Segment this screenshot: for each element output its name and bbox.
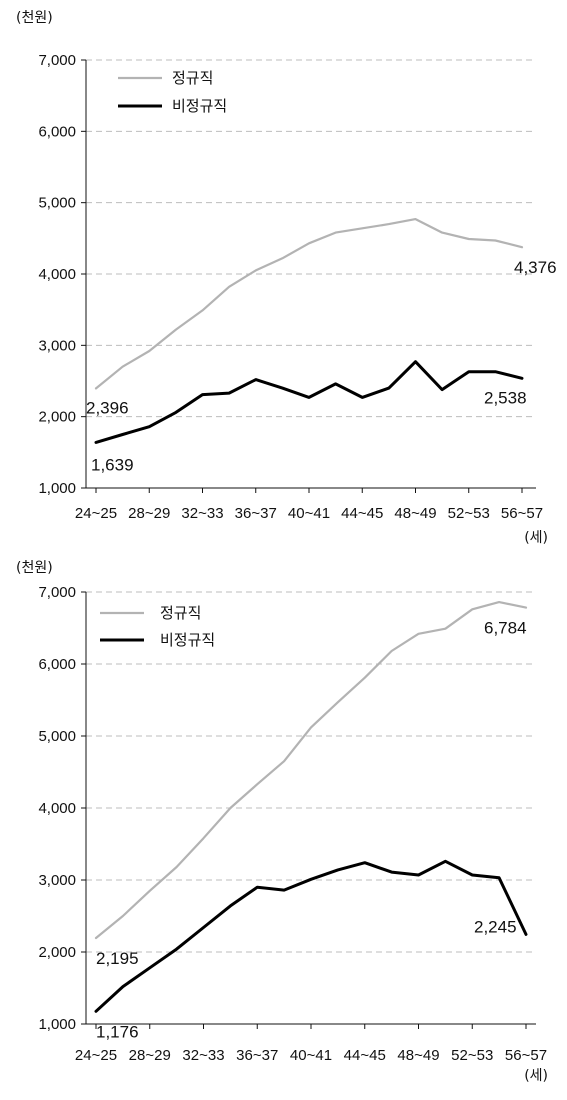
y-axis-unit-label: (천원)	[16, 560, 53, 576]
x-tick-label: 52~53	[451, 1047, 493, 1064]
y-tick-label: 5,000	[38, 728, 76, 745]
y-tick-label: 4,000	[38, 800, 76, 817]
data-label: 1,639	[91, 455, 134, 474]
data-label: 2,396	[86, 398, 129, 417]
y-tick-label: 2,000	[38, 944, 76, 961]
chart-1: (천원) 1,000 2,000 3,000 4,000 5,000 6,000 7,000 2…	[16, 10, 557, 546]
chart-2: (천원) 1,000 2,000 3,000 4,000 5,000 6,000 7,000 2…	[16, 560, 548, 1084]
x-tick-label: 56~57	[501, 505, 543, 522]
y-axis-unit-label: (천원)	[16, 10, 53, 26]
series-line-nonregular	[94, 859, 528, 1013]
legend-label: 정규직	[172, 69, 213, 87]
x-tick-label: 32~33	[182, 1047, 224, 1064]
y-tick-label: 3,000	[38, 872, 76, 889]
y-tick-label: 6,000	[38, 123, 76, 140]
x-tick-label: 28~29	[128, 505, 170, 522]
x-tick-label: 40~41	[290, 1047, 332, 1064]
x-tick-label: 44~45	[344, 1047, 386, 1064]
x-tick-label: 48~49	[394, 505, 436, 522]
x-tick-label: 52~53	[448, 505, 490, 522]
data-label: 1,176	[96, 1022, 139, 1041]
x-tick-label: 36~37	[235, 505, 277, 522]
series-line-regular	[94, 600, 528, 940]
series-line-nonregular	[94, 360, 524, 444]
series-line-regular	[94, 218, 524, 390]
legend-label: 비정규직	[172, 97, 227, 115]
data-label: 6,784	[484, 619, 527, 638]
y-tick-label: 2,000	[38, 409, 76, 426]
y-tick-label: 4,000	[38, 266, 76, 283]
x-tick-label: 28~29	[129, 1047, 171, 1064]
x-tick-label: 48~49	[397, 1047, 439, 1064]
x-tick-label: 44~45	[341, 505, 383, 522]
data-label: 2,538	[484, 388, 527, 407]
y-tick-label: 7,000	[38, 52, 76, 69]
x-tick-label: 40~41	[288, 505, 330, 522]
data-label: 2,245	[474, 917, 517, 936]
y-tick-label: 5,000	[38, 195, 76, 212]
x-axis-unit-label: (세)	[524, 1068, 548, 1084]
y-tick-label: 7,000	[38, 584, 76, 601]
x-tick-label: 36~37	[236, 1047, 278, 1064]
data-label: 4,376	[514, 258, 557, 277]
legend-label: 정규직	[160, 604, 201, 622]
y-tick-label: 3,000	[38, 337, 76, 354]
x-tick-label: 32~33	[181, 505, 223, 522]
legend-label: 비정규직	[160, 631, 215, 649]
y-tick-label: 1,000	[38, 480, 76, 497]
y-tick-label: 1,000	[38, 1016, 76, 1033]
data-label: 2,195	[96, 949, 139, 968]
x-axis-unit-label: (세)	[524, 530, 548, 546]
x-tick-label: 24~25	[75, 1047, 117, 1064]
y-tick-label: 6,000	[38, 656, 76, 673]
x-tick-label: 56~57	[505, 1047, 547, 1064]
x-tick-label: 24~25	[75, 505, 117, 522]
